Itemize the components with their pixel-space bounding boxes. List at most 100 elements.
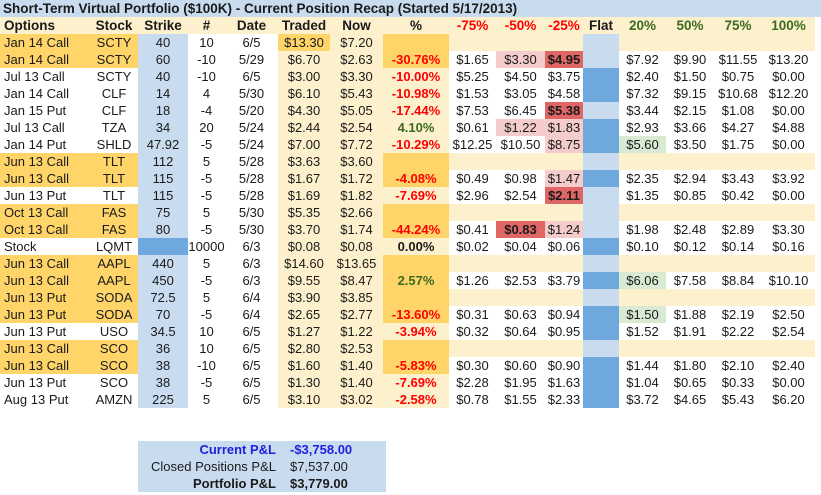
scenario-plus75-cell[interactable]: $1.08 <box>714 102 762 119</box>
scenario-flat-cell[interactable] <box>583 221 619 238</box>
quantity-cell[interactable]: -5 <box>200 171 213 186</box>
position-row[interactable]: Jun 13 Put SODA 70 -5 6/4 $2.65 $2.77 -13.60% $0… <box>0 306 815 323</box>
scenario-plus50-cell[interactable]: $2.94 <box>666 170 714 187</box>
options-cell[interactable]: Oct 13 Call <box>0 204 90 221</box>
date-cell[interactable]: 6/4 <box>242 307 261 322</box>
scenario-plus20-cell[interactable]: $2.93 <box>619 119 666 136</box>
percent-change-cell[interactable]: 0.00% <box>383 238 449 255</box>
scenario-flat-cell[interactable] <box>583 391 619 408</box>
scenario-minus75-cell[interactable]: $0.61 <box>449 119 496 136</box>
scenario-minus25-cell[interactable]: $3.75 <box>545 68 583 85</box>
current-price-cell[interactable]: $7.72 <box>330 136 383 153</box>
date-cell[interactable]: 6/5 <box>242 69 261 84</box>
date-cell[interactable]: 5/30 <box>238 205 265 220</box>
strike-cell[interactable]: 225 <box>138 391 188 408</box>
header-minus25[interactable]: -25% <box>545 17 583 34</box>
quantity-cell[interactable]: -4 <box>200 103 213 118</box>
percent-change-cell[interactable] <box>383 289 449 306</box>
scenario-plus75-cell[interactable]: $4.27 <box>714 119 762 136</box>
position-row[interactable]: Jan 15 Put CLF 18 -4 5/20 $4.30 $5.05 -17.44% $7… <box>0 102 815 119</box>
scenario-plus20-cell[interactable] <box>619 340 666 357</box>
scenario-minus25-cell[interactable]: $5.38 <box>545 102 583 119</box>
scenario-minus50-cell[interactable]: $1.22 <box>496 119 545 136</box>
traded-price-cell[interactable]: $1.67 <box>278 170 330 187</box>
scenario-minus50-cell[interactable]: $1.95 <box>496 374 545 391</box>
scenario-plus20-cell[interactable] <box>619 34 666 51</box>
header-plus75[interactable]: 75% <box>714 17 762 34</box>
scenario-flat-cell[interactable] <box>583 68 619 85</box>
options-cell[interactable]: Jun 13 Call <box>0 272 90 289</box>
traded-price-cell[interactable]: $1.69 <box>278 187 330 204</box>
scenario-plus50-cell[interactable]: $0.65 <box>666 374 714 391</box>
traded-price-cell[interactable]: $7.00 <box>278 136 330 153</box>
traded-price-cell[interactable]: $2.44 <box>278 119 330 136</box>
stock-cell[interactable]: USO <box>99 324 129 339</box>
scenario-plus75-cell[interactable]: $10.68 <box>714 85 762 102</box>
traded-price-cell[interactable]: $1.27 <box>278 323 330 340</box>
header-flat[interactable]: Flat <box>583 17 619 34</box>
position-row[interactable]: Oct 13 Call FAS 75 5 5/30 $5.35 $2.66 <box>0 204 815 221</box>
scenario-minus75-cell[interactable] <box>449 34 496 51</box>
strike-cell[interactable]: 34 <box>138 119 188 136</box>
scenario-minus50-cell[interactable]: $0.98 <box>496 170 545 187</box>
current-price-cell[interactable]: $2.66 <box>330 204 383 221</box>
current-price-cell[interactable]: $1.40 <box>330 357 383 374</box>
scenario-minus25-cell[interactable]: $0.94 <box>545 306 583 323</box>
scenario-plus20-cell[interactable]: $0.10 <box>619 238 666 255</box>
current-price-cell[interactable]: $3.60 <box>330 153 383 170</box>
quantity-cell[interactable]: -10 <box>197 52 216 67</box>
traded-price-cell[interactable]: $14.60 <box>278 255 330 272</box>
scenario-plus75-cell[interactable]: $2.89 <box>714 221 762 238</box>
scenario-plus100-cell[interactable]: $6.20 <box>762 391 815 408</box>
options-cell[interactable]: Jun 13 Call <box>0 255 90 272</box>
percent-change-cell[interactable]: -44.24% <box>383 221 449 238</box>
scenario-minus50-cell[interactable] <box>496 340 545 357</box>
scenario-minus25-cell[interactable]: $1.24 <box>545 221 583 238</box>
current-price-cell[interactable]: $3.30 <box>330 68 383 85</box>
scenario-plus100-cell[interactable]: $10.10 <box>762 272 815 289</box>
options-cell[interactable]: Jul 13 Call <box>4 69 65 84</box>
current-price-cell[interactable]: $5.43 <box>330 85 383 102</box>
scenario-flat-cell[interactable] <box>583 153 619 170</box>
scenario-plus75-cell[interactable]: $0.14 <box>714 238 762 255</box>
header-num[interactable]: # <box>188 17 225 34</box>
scenario-minus50-cell[interactable]: $0.83 <box>496 221 545 238</box>
scenario-plus100-cell[interactable] <box>762 204 815 221</box>
date-cell[interactable]: 5/28 <box>238 154 265 169</box>
current-price-cell[interactable]: $1.82 <box>330 187 383 204</box>
stock-cell[interactable]: SODA <box>90 289 138 306</box>
scenario-minus25-cell[interactable]: $3.79 <box>545 272 583 289</box>
stock-cell[interactable]: AAPL <box>90 255 138 272</box>
current-price-cell[interactable]: $2.63 <box>330 51 383 68</box>
strike-cell[interactable]: 115 <box>138 187 188 204</box>
percent-change-cell[interactable]: 4.10% <box>383 119 449 136</box>
date-cell[interactable]: 6/5 <box>242 375 261 390</box>
stock-cell[interactable]: TZA <box>101 120 127 135</box>
scenario-plus50-cell[interactable]: $2.48 <box>666 221 714 238</box>
header-strike[interactable]: Strike <box>138 17 188 34</box>
scenario-plus50-cell[interactable]: $1.91 <box>666 323 714 340</box>
scenario-plus100-cell[interactable]: $2.40 <box>762 357 815 374</box>
date-cell[interactable]: 6/3 <box>242 239 261 254</box>
scenario-plus20-cell[interactable] <box>619 255 666 272</box>
scenario-minus50-cell[interactable]: $2.53 <box>496 272 545 289</box>
scenario-plus75-cell[interactable] <box>714 34 762 51</box>
scenario-minus75-cell[interactable]: $0.41 <box>449 221 496 238</box>
scenario-minus25-cell[interactable]: $0.95 <box>545 323 583 340</box>
scenario-minus75-cell[interactable]: $1.65 <box>449 51 496 68</box>
scenario-plus20-cell[interactable]: $1.35 <box>619 187 666 204</box>
scenario-minus75-cell[interactable] <box>449 153 496 170</box>
quantity-cell[interactable]: -5 <box>200 222 213 237</box>
options-cell[interactable]: Jun 13 Call <box>0 357 90 374</box>
position-row[interactable]: Aug 13 Put AMZN 225 5 6/5 $3.10 $3.02 -2.58% $0.… <box>0 391 815 408</box>
scenario-minus75-cell[interactable]: $12.25 <box>449 136 496 153</box>
percent-change-cell[interactable]: -7.69% <box>383 374 449 391</box>
date-cell[interactable]: 6/5 <box>242 358 261 373</box>
percent-change-cell[interactable] <box>383 340 449 357</box>
scenario-plus100-cell[interactable]: $0.00 <box>762 187 815 204</box>
date-cell[interactable]: 5/28 <box>238 188 265 203</box>
traded-price-cell[interactable]: $4.30 <box>278 102 330 119</box>
options-cell[interactable]: Jun 13 Call <box>0 153 90 170</box>
scenario-flat-cell[interactable] <box>583 289 619 306</box>
scenario-minus25-cell[interactable]: $4.95 <box>545 51 583 68</box>
